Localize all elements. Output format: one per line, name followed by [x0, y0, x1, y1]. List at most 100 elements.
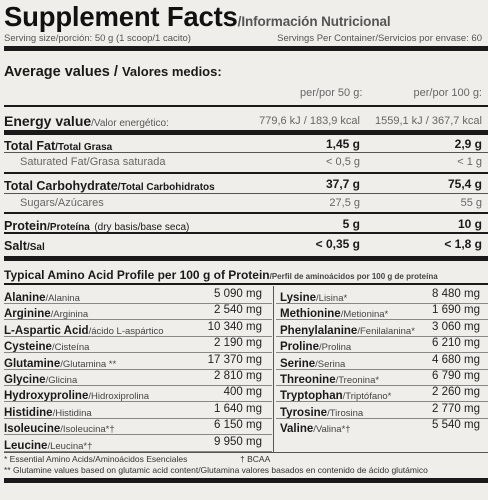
salt-row: Salt/Sal: [4, 237, 45, 255]
amino-acid-name-es: /Metionina*: [340, 309, 389, 321]
divider-thick: [4, 256, 488, 261]
amino-row-divider: [276, 302, 488, 304]
amino-acid-name-en: Arginine: [4, 308, 51, 321]
energy-row: Energy value/Valor energético:: [4, 113, 169, 131]
average-values-title: Average values: [4, 64, 110, 80]
amino-acid-value: 2 810 mg: [214, 370, 262, 382]
divider: [4, 232, 488, 234]
amino-row-divider: [276, 384, 488, 386]
amino-acid-row: Hydroxyproline/Hidroxiprolina 400 mg: [4, 386, 484, 402]
amino-acid-name-en: Serine: [280, 357, 316, 370]
amino-acid-row: Serine/Serina 4 680 mg: [4, 354, 484, 370]
amino-acid-name: Phenylalanine/Fenilalanina*: [280, 321, 415, 339]
amino-acid-value: 5 090 mg: [214, 288, 262, 300]
amino-acid-row: Valine/Valina*† 5 540 mg: [4, 419, 484, 435]
footnote-essential: * Essential Amino Acids/Aminoácidos Esen…: [4, 454, 188, 464]
protein-label: Protein: [4, 219, 48, 233]
protein-basis: (dry basis/base seca): [94, 222, 190, 233]
divider: [4, 105, 488, 107]
amino-acid-row: Tyrosine/Tirosina 2 770 mg: [4, 403, 484, 419]
amino-acid-name-en: Proline: [280, 341, 319, 354]
amino-acid-value: 9 950 mg: [214, 435, 262, 448]
amino-row-divider: [4, 417, 272, 419]
total-carb-label: Total Carbohydrate: [4, 179, 118, 193]
salt-50g: < 0,35 g: [315, 237, 360, 251]
amino-acid-name-en: Isoleucine: [4, 423, 61, 436]
amino-acid-name: Hydroxyproline/Hidroxiprolina: [4, 386, 149, 404]
label-subtitle: Información Nutricional: [241, 14, 391, 29]
divider-thick: [4, 130, 488, 135]
amino-acid-name: Arginine/Arginina: [4, 304, 88, 322]
amino-acid-name-es: /Cisteína: [51, 342, 90, 354]
amino-acid-name-es: /Glutamina **: [60, 358, 117, 370]
amino-acid-name-en: Hydroxyproline: [4, 390, 89, 403]
amino-acid-name-en: Tryptophan: [280, 390, 343, 403]
amino-acid-name: Valine/Valina*†: [280, 419, 351, 437]
protein-50g: 5 g: [342, 217, 360, 231]
total-fat-100g: 2,9 g: [454, 137, 482, 151]
amino-acid-value: 10 340 mg: [207, 320, 262, 333]
amino-acid-name-es: /Leucina*†: [47, 440, 93, 452]
amino-acid-name: Serine/Serina: [280, 354, 345, 372]
amino-acid-row: Histidine/Histidina 1 640 mg: [4, 403, 484, 419]
amino-acid-value: 3 060 mg: [432, 320, 480, 333]
amino-acid-row: Leucine/Leucina*† 9 950 mg: [4, 436, 484, 452]
amino-acid-row: Arginine/Arginina 2 540 mg: [4, 304, 484, 320]
amino-row-divider: [276, 368, 488, 370]
amino-row-divider: [276, 319, 488, 321]
servings-per-container: Servings Per Container/Servicios por env…: [277, 33, 482, 44]
amino-acid-name: Leucine/Leucina*†: [4, 436, 92, 454]
col-header-100g: per/por 100 g:: [413, 87, 483, 99]
amino-acid-name-en: Glycine: [4, 374, 46, 386]
amino-acid-value: 2 260 mg: [432, 386, 480, 399]
amino-acid-row: Lysine/Lisina* 8 480 mg: [4, 288, 484, 304]
energy-value-50g: 779,6 kJ / 183,9 kcal: [259, 115, 360, 127]
amino-acid-name: Glutamine/Glutamina **: [4, 354, 116, 372]
total-fat-label-es: /Total Grasa: [55, 142, 113, 153]
label-header: Supplement Facts/Información Nutricional: [4, 1, 488, 33]
amino-acid-name-en: Methionine: [280, 308, 341, 321]
amino-acid-row: Phenylalanine/Fenilalanina* 3 060 mg: [4, 321, 484, 337]
saturated-fat-label: Saturated Fat/Grasa saturada: [20, 156, 166, 168]
amino-acid-value: 17 370 mg: [207, 353, 262, 366]
amino-row-divider: [276, 335, 488, 337]
total-carb-label-es: /Total Carbohidratos: [117, 182, 215, 193]
saturated-fat-50g: < 0,5 g: [326, 156, 360, 168]
amino-acid-name-es: /Arginina: [50, 309, 89, 321]
amino-acid-name: Methionine/Metionina*: [280, 304, 388, 322]
amino-column-divider: [273, 286, 274, 452]
amino-acid-value: 2 190 mg: [214, 337, 262, 350]
amino-acid-value: 6 790 mg: [432, 370, 480, 382]
amino-acid-row: Methionine/Metionina* 1 690 mg: [4, 304, 484, 320]
amino-acid-value: 6 210 mg: [432, 337, 480, 350]
amino-acid-name-es: /Hidroxiprolina: [88, 391, 150, 403]
amino-row-divider: [4, 335, 272, 337]
divider: [4, 283, 488, 285]
amino-row-divider: [276, 352, 488, 354]
amino-acid-name-en: Glutamine: [4, 357, 61, 370]
sugars-label: Sugars/Azúcares: [20, 197, 104, 209]
total-carb-50g: 37,7 g: [325, 177, 360, 191]
amino-row-divider: [4, 401, 272, 403]
salt-label-es: /Sal: [26, 242, 45, 253]
footnote-bcaa: † BCAA: [240, 454, 271, 464]
amino-acid-name: L-Aspartic Acid/ácido L-aspártico: [4, 321, 164, 339]
saturated-fat-100g: < 1 g: [457, 156, 482, 168]
amino-acid-name: Lysine/Lisina*: [280, 288, 347, 306]
amino-acid-row: Proline/Prolina 6 210 mg: [4, 337, 484, 353]
amino-acid-name: Cysteine/Cisteína: [4, 337, 89, 355]
amino-acid-name-es: /Glicina: [45, 375, 78, 386]
energy-label-es: /Valor energético:: [91, 118, 169, 129]
amino-acid-value: 6 150 mg: [214, 419, 262, 432]
amino-acid-row: Threonine/Treonina* 6 790 mg: [4, 370, 484, 386]
amino-acid-name: Glycine/Glicina: [4, 370, 77, 388]
amino-acid-name: Tyrosine/Tirosina: [280, 403, 363, 421]
amino-acid-row: Alanine/Alanina 5 090 mg: [4, 288, 484, 304]
amino-acid-name: Proline/Prolina: [280, 337, 351, 355]
total-carb-100g: 75,4 g: [447, 177, 482, 191]
total-fat-50g: 1,45 g: [325, 137, 360, 151]
amino-acid-row: Isoleucine/Isoleucina*† 6 150 mg: [4, 419, 484, 435]
divider: [4, 172, 488, 174]
amino-acid-name-es: /Tirosina: [327, 407, 364, 419]
amino-acid-value: 8 480 mg: [432, 288, 480, 300]
